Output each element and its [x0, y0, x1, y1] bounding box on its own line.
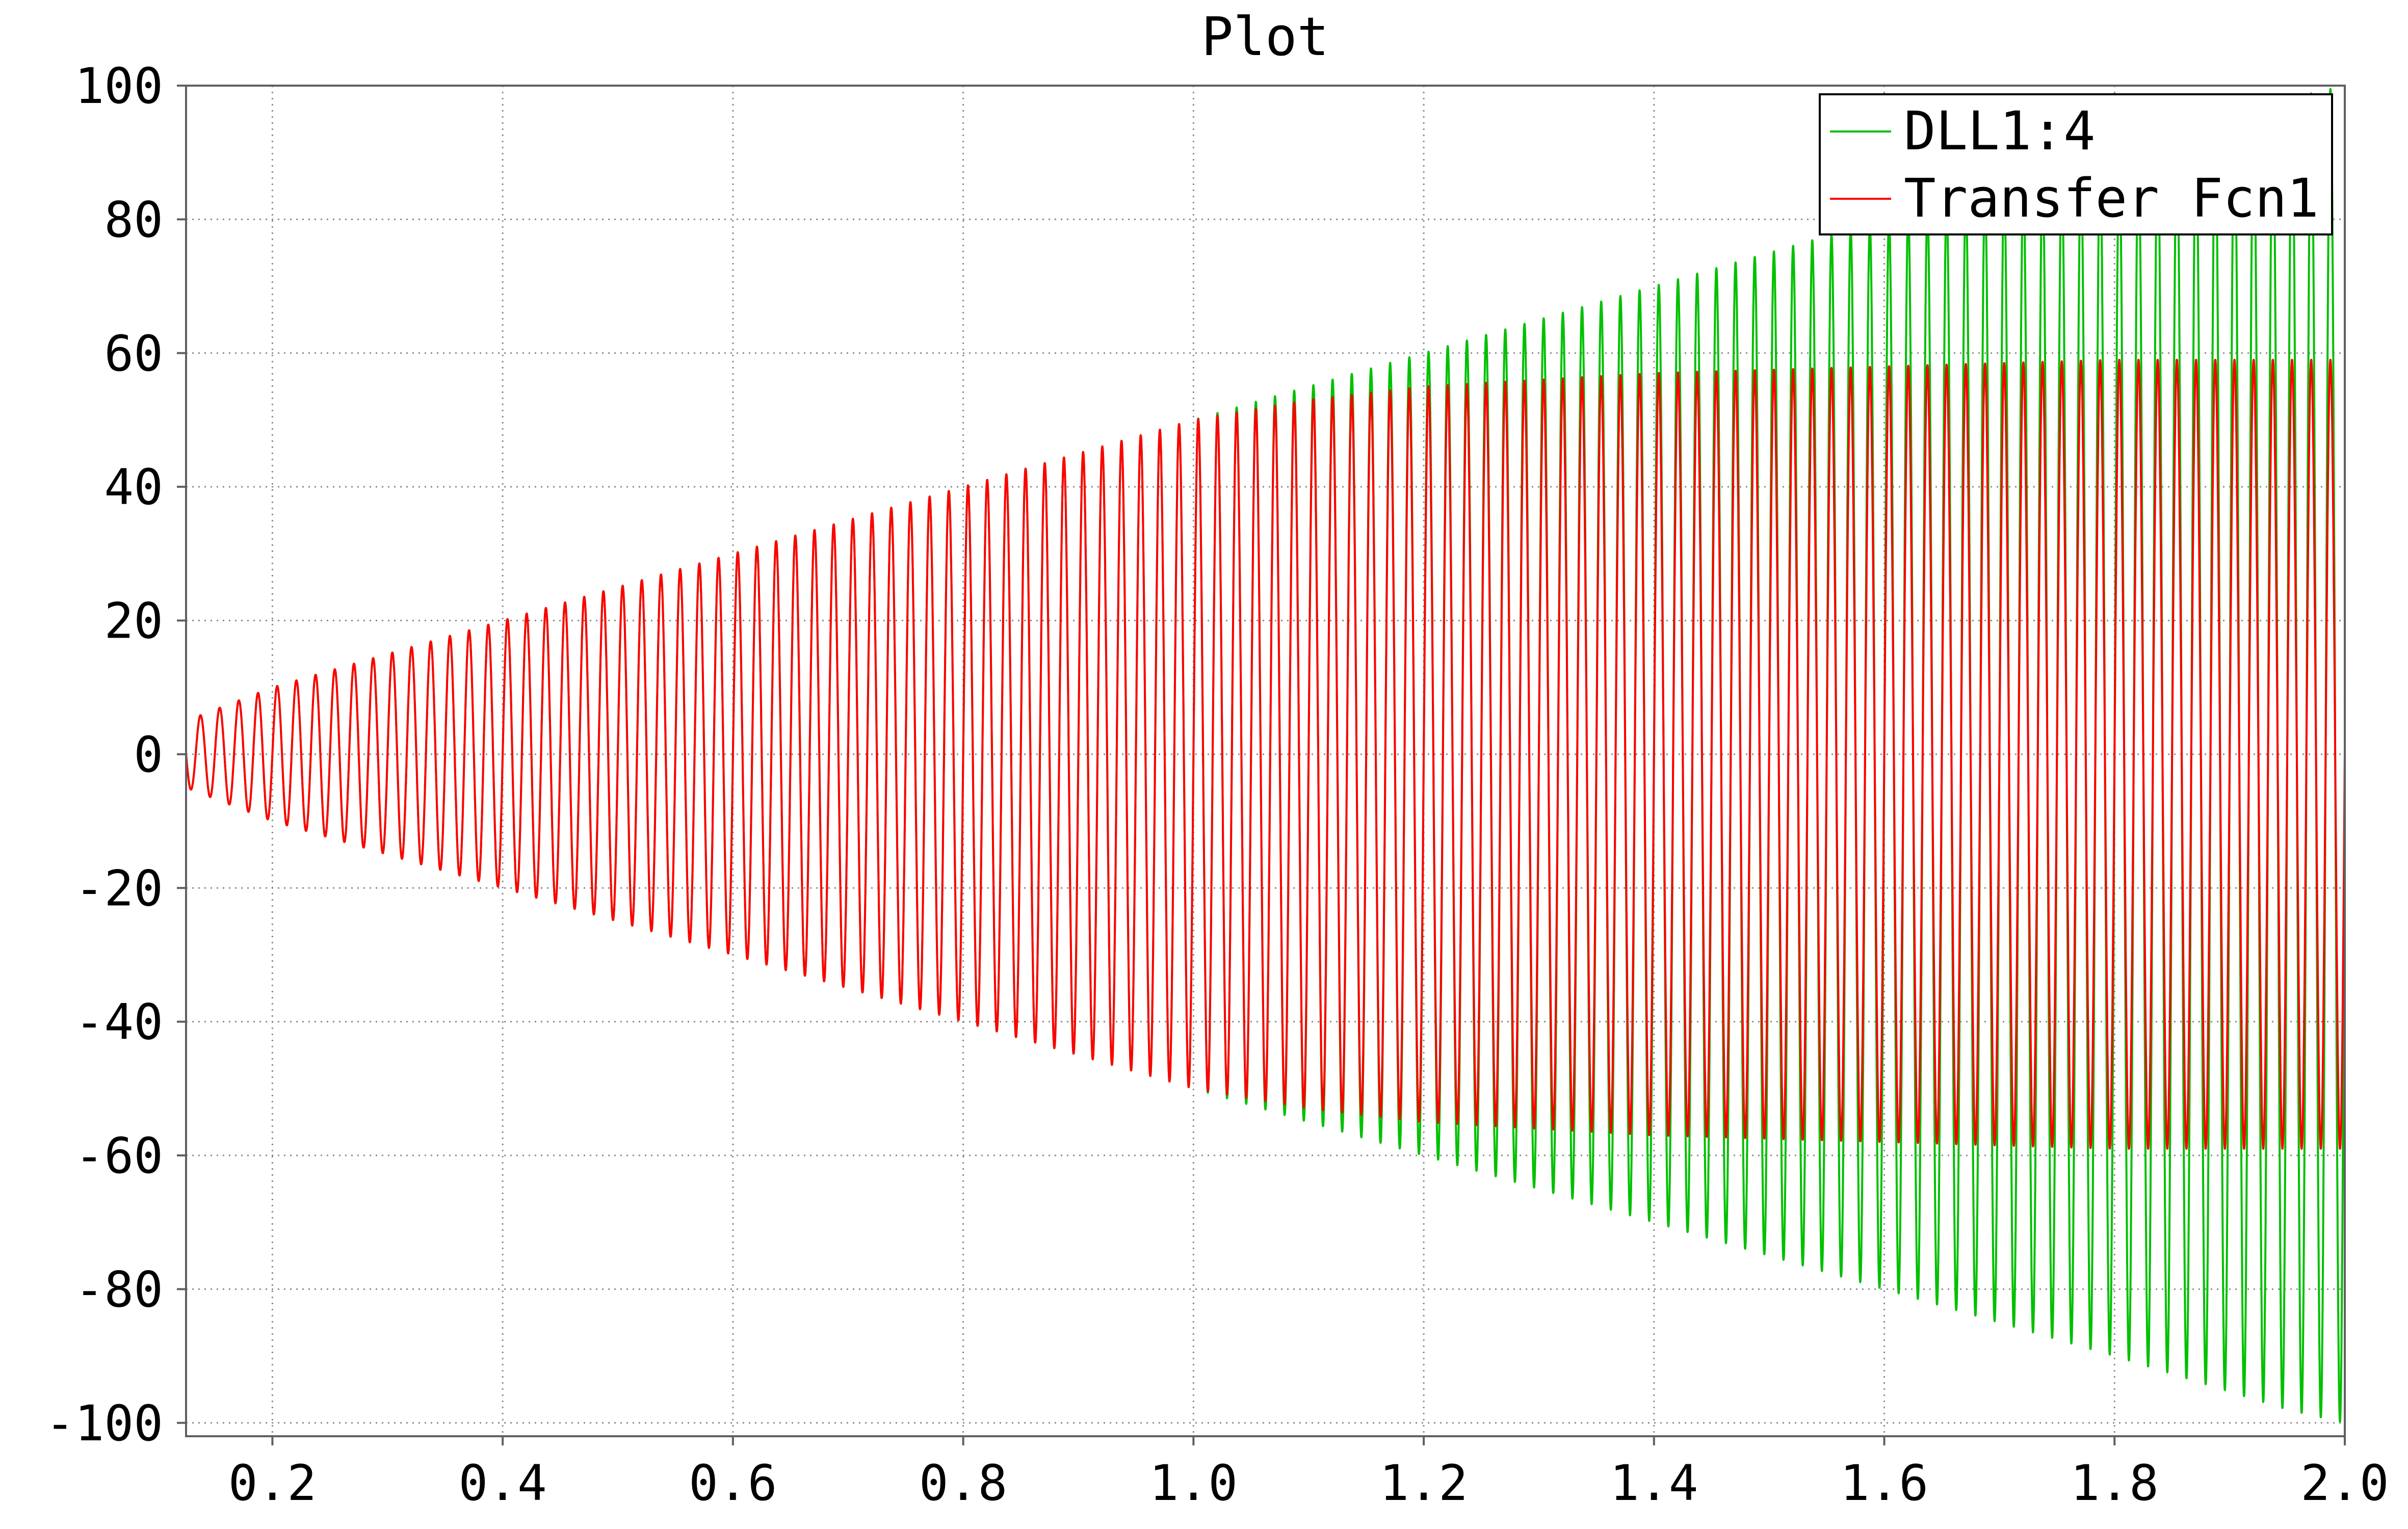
x-tick-label: 1.2	[1379, 1455, 1468, 1512]
series-line-transfer-fcn1	[185, 358, 2346, 1150]
y-tick-label: 80	[104, 191, 163, 248]
x-tick-label: 1.0	[1149, 1455, 1238, 1512]
plot-area	[186, 86, 2345, 1436]
x-tick-label: 1.8	[2071, 1455, 2159, 1512]
y-tick-label: -60	[75, 1127, 163, 1184]
x-tick-label: 0.2	[228, 1455, 317, 1512]
y-tick-label: -40	[75, 994, 163, 1051]
legend: DLL1:4 Transfer Fcn1	[1819, 93, 2333, 235]
chart-title: Plot	[1201, 6, 1329, 68]
y-axis-ticks: 100 80 60 40 20 0 -20 -40 -60 -80 -100	[45, 58, 186, 1452]
y-tick-label: 0	[134, 726, 163, 783]
x-axis-ticks: 0.2 0.4 0.6 0.8 1.0 1.2 1.4 1.6 1.8 2.0	[228, 1436, 2389, 1512]
legend-label-dll1-4: DLL1:4	[1904, 100, 2096, 162]
legend-label-transfer-fcn1: Transfer Fcn1	[1904, 167, 2319, 229]
y-tick-label: 40	[104, 459, 163, 516]
y-tick-label: 60	[104, 325, 163, 382]
x-tick-label: 0.6	[689, 1455, 777, 1512]
x-tick-label: 2.0	[2300, 1455, 2389, 1512]
x-tick-label: 1.6	[1840, 1455, 1928, 1512]
y-tick-label: -20	[75, 860, 163, 917]
x-tick-label: 1.4	[1610, 1455, 1698, 1512]
y-tick-label: -80	[75, 1261, 163, 1318]
x-tick-label: 0.8	[919, 1455, 1007, 1512]
x-tick-label: 0.4	[458, 1455, 546, 1512]
grid-layer	[186, 85, 2345, 1436]
y-tick-label: 20	[104, 593, 163, 650]
plot-frame	[185, 85, 2346, 1437]
y-tick-label: -100	[45, 1395, 163, 1452]
legend-box	[1819, 93, 2333, 235]
y-tick-label: 100	[75, 58, 163, 115]
